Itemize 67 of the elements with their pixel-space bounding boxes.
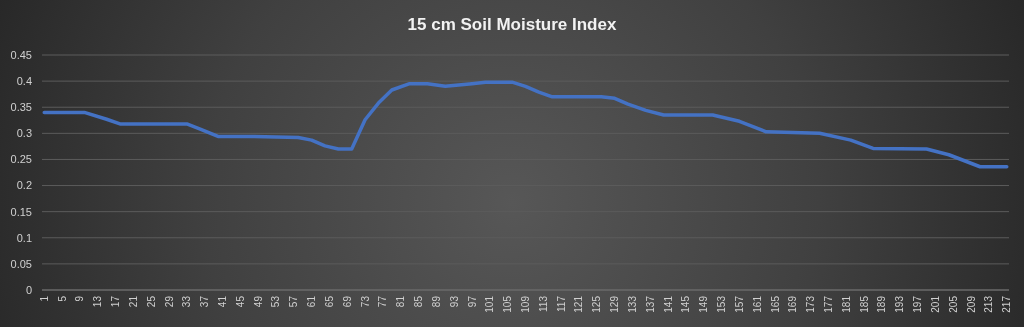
x-tick-label: 9 [74,295,86,302]
x-tick-label: 93 [448,295,460,308]
y-tick-label: 0.1 [16,231,32,244]
x-tick-label: 41 [216,295,228,308]
x-tick-label: 153 [716,295,728,313]
x-tick-label: 209 [965,295,977,313]
x-tick-label: 121 [573,295,585,313]
x-tick-label: 149 [698,295,710,313]
x-tick-label: 141 [662,295,674,313]
x-tick-label: 21 [127,295,139,308]
x-tick-label: 117 [555,295,567,312]
y-tick-label: 0.3 [16,127,32,140]
y-tick-label: 0.05 [10,257,32,270]
x-tick-label: 97 [466,295,478,308]
y-tick-label: 0.45 [10,48,32,61]
x-tick-label: 133 [626,295,638,313]
x-tick-label: 177 [823,295,835,313]
x-tick-label: 169 [787,295,799,313]
x-tick-label: 17 [110,295,122,308]
x-tick-label: 13 [92,295,104,308]
chart-title: 15 cm Soil Moisture Index [407,15,617,34]
x-tick-label: 213 [983,295,995,313]
x-tick-label: 29 [163,295,175,308]
x-tick-label: 1 [38,295,50,302]
x-tick-label: 185 [858,295,870,313]
x-tick-label: 137 [644,295,656,313]
x-tick-label: 73 [359,295,371,308]
x-tick-label: 109 [520,295,531,313]
x-tick-label: 5 [56,295,68,302]
y-tick-label: 0.15 [10,205,32,218]
x-tick-label: 45 [234,295,246,308]
x-tick-label: 157 [733,295,745,313]
x-tick-label: 217 [1001,295,1013,313]
line-series [42,80,1009,169]
x-tick-label: 33 [181,295,193,308]
x-tick-label: 101 [484,295,496,313]
x-tick-label: 205 [947,295,959,313]
x-tick-label: 197 [912,295,924,313]
x-tick-label: 145 [680,295,692,313]
y-tick-label: 0.35 [10,101,32,114]
x-tick-label: 193 [894,295,906,313]
x-tick-label: 129 [609,295,621,313]
y-tick-label: 0.4 [16,74,32,87]
y-tick-label: 0.2 [16,179,32,192]
x-tick-label: 113 [537,295,549,312]
x-tick-label: 81 [395,295,407,308]
x-tick-label: 69 [341,295,353,308]
y-tick-label: 0 [25,283,32,296]
x-tick-label: 189 [876,295,888,313]
x-tick-label: 201 [929,295,941,313]
y-tick-label: 0.25 [10,153,32,166]
x-tick-label: 49 [252,295,264,308]
x-tick-label: 161 [751,295,763,313]
x-tick-label: 165 [769,295,781,313]
x-tick-label: 25 [145,295,157,308]
x-tick-label: 105 [502,295,514,313]
x-tick-label: 57 [288,295,300,308]
x-tick-label: 65 [323,295,335,308]
x-tick-label: 125 [591,295,603,313]
x-tick-label: 173 [805,295,817,313]
x-tick-label: 89 [430,295,442,308]
x-tick-label: 37 [199,295,211,308]
x-tick-label: 53 [270,295,282,308]
x-tick-label: 85 [413,295,425,308]
x-tick-label: 61 [306,295,318,308]
x-tick-label: 77 [377,295,389,308]
x-tick-label: 181 [840,295,852,313]
